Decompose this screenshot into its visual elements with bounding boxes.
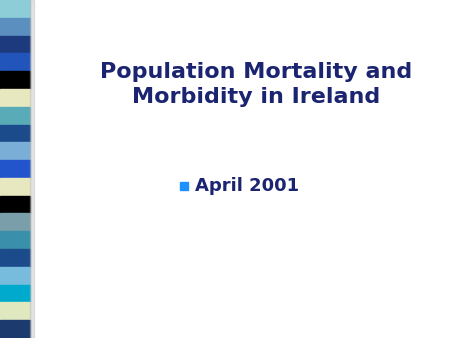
Text: April 2001: April 2001 [195, 177, 299, 195]
Text: Population Mortality and
Morbidity in Ireland: Population Mortality and Morbidity in Ir… [100, 62, 413, 107]
Bar [180, 182, 189, 190]
